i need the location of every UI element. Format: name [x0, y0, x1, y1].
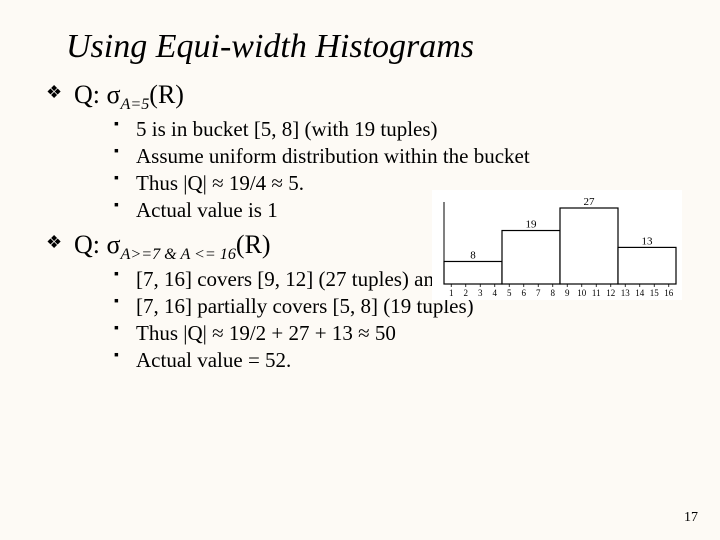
svg-text:13: 13 — [642, 235, 654, 247]
list-item: Assume uniform distribution within the b… — [114, 143, 674, 170]
page-number: 17 — [684, 510, 698, 526]
sigma-symbol: σ — [107, 80, 121, 109]
list-item: 5 is in bucket [5, 8] (with 19 tuples) — [114, 116, 674, 143]
svg-text:13: 13 — [621, 288, 631, 298]
q1-subscript: A=5 — [121, 96, 150, 113]
svg-text:27: 27 — [584, 196, 596, 208]
svg-text:2: 2 — [464, 288, 469, 298]
svg-text:10: 10 — [577, 288, 587, 298]
svg-text:8: 8 — [551, 288, 556, 298]
svg-text:3: 3 — [478, 288, 483, 298]
svg-text:1: 1 — [449, 288, 454, 298]
list-item: Thus |Q| ≈ 19/2 + 27 + 13 ≈ 50 — [114, 320, 674, 347]
svg-text:15: 15 — [650, 288, 660, 298]
svg-text:11: 11 — [592, 288, 601, 298]
svg-text:4: 4 — [493, 288, 498, 298]
q2-subscript: A>=7 & A <= 16 — [121, 246, 236, 263]
svg-text:9: 9 — [565, 288, 570, 298]
svg-text:16: 16 — [664, 288, 674, 298]
svg-text:8: 8 — [470, 249, 476, 261]
q1-arg: (R) — [149, 80, 184, 109]
svg-text:5: 5 — [507, 288, 512, 298]
list-item: Actual value = 52. — [114, 347, 674, 374]
svg-text:14: 14 — [635, 288, 645, 298]
svg-text:19: 19 — [526, 219, 538, 231]
sigma-symbol: σ — [107, 230, 121, 259]
q2-arg: (R) — [236, 230, 271, 259]
equi-width-histogram: 123456789101112131415168192713 — [432, 190, 682, 300]
q1-prefix: Q: — [74, 80, 107, 109]
svg-text:6: 6 — [522, 288, 527, 298]
q2-prefix: Q: — [74, 230, 107, 259]
svg-text:12: 12 — [606, 288, 615, 298]
slide-title: Using Equi-width Histograms — [66, 28, 674, 66]
svg-text:7: 7 — [536, 288, 541, 298]
